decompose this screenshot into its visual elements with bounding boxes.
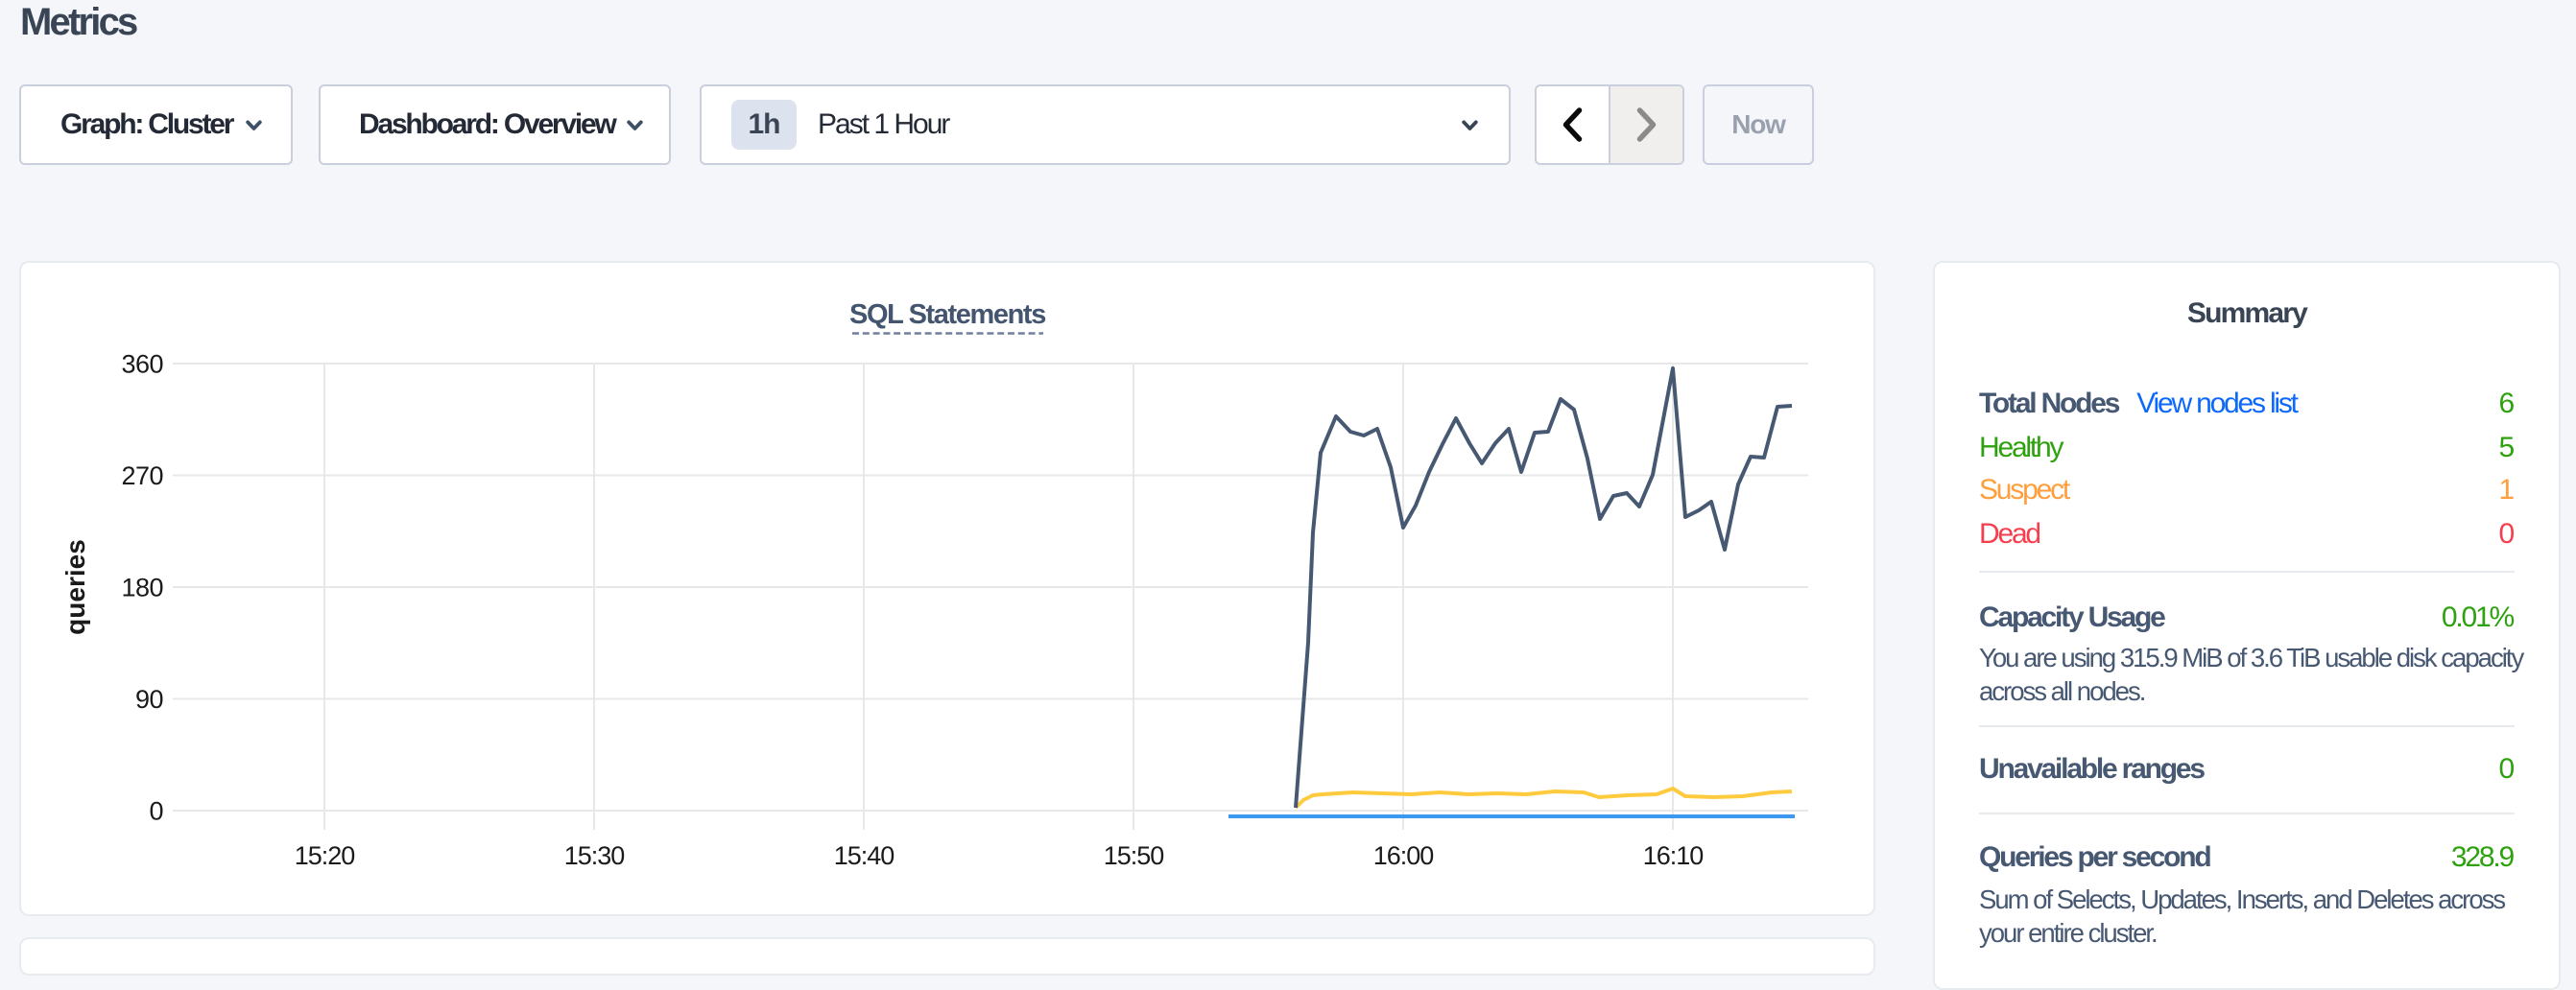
svg-text:queries: queries — [60, 539, 90, 635]
svg-text:90: 90 — [135, 685, 163, 714]
svg-text:SQL Statements: SQL Statements — [849, 299, 1045, 330]
svg-text:15:40: 15:40 — [834, 841, 894, 870]
svg-text:15:30: 15:30 — [564, 841, 625, 870]
svg-text:15:50: 15:50 — [1104, 841, 1164, 870]
svg-text:15:20: 15:20 — [295, 841, 355, 870]
svg-text:270: 270 — [121, 461, 163, 490]
svg-text:360: 360 — [121, 350, 163, 379]
svg-text:180: 180 — [121, 574, 163, 602]
svg-text:16:00: 16:00 — [1373, 841, 1434, 870]
svg-text:0: 0 — [149, 797, 163, 826]
svg-text:16:10: 16:10 — [1643, 841, 1704, 870]
